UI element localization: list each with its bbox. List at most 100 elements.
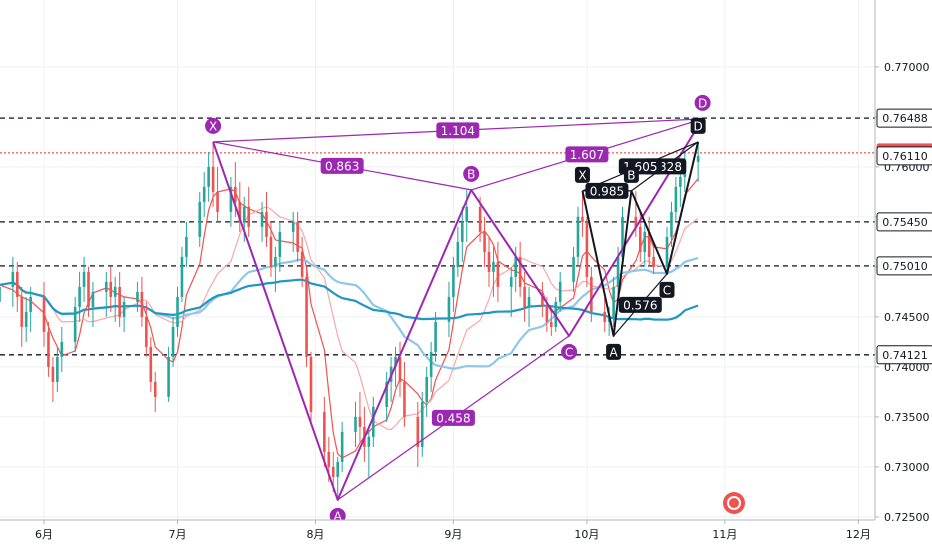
y-tick-label: 0.77000 [884,61,930,74]
candle-body [176,296,179,327]
harmonic-patterns: 0.8630.4581.6071.104XABCD0.9850.5761.328… [205,94,711,524]
price-level-lines [0,117,875,356]
candle-body [145,316,148,347]
candle-body [105,281,108,292]
pattern-small-ratio-0-985: 0.985 [585,182,629,199]
ratio-label-box [618,296,662,313]
candle-body [82,271,86,287]
point-marker [561,343,578,360]
pattern-small-ratio-0-576: 0.576 [618,296,662,313]
point-marker [690,117,706,134]
point-label: D [698,96,707,110]
candle-body [171,326,175,357]
price-tag-label: 0.74121 [882,349,928,362]
candle-body [242,206,246,222]
price-tag-label: 0.75010 [882,260,928,273]
x-tick-label: 6月 [35,528,53,541]
moving-average-lines [0,178,699,459]
price-level-tag: 0.75010 [876,256,932,276]
x-tick-label: 7月 [169,528,187,541]
point-label: C [565,345,573,359]
candle-body [358,416,362,427]
x-axis-background [0,520,932,550]
candle-body [247,206,250,227]
price-level-tag: 0.76488 [876,108,932,128]
candle-body [403,381,406,417]
candle-body [478,206,482,232]
ratio-label-box [320,157,364,174]
candle-body [309,356,313,412]
watermark-logo-icon [723,492,745,514]
point-marker [659,281,675,298]
ratio-label-text: 0.576 [623,298,657,312]
pattern-large-point-X: X [205,117,222,134]
price-tag-box [876,256,932,276]
candle-body [60,341,64,357]
candle-body [398,356,402,382]
decorations [723,492,745,514]
y-tick-label: 0.74500 [884,311,930,324]
logo-ring [727,496,741,510]
candle-body [234,186,237,202]
x-tick-label: 11月 [712,528,737,541]
point-marker [574,166,590,183]
pattern-large-point-B: B [463,165,480,182]
candle-body [492,261,495,272]
candle-body [336,461,339,477]
candle-body [149,346,153,382]
candle-body [639,226,642,252]
point-label: D [694,119,703,133]
candle-body [385,381,388,407]
candle-body [278,231,282,257]
candle-body [91,291,95,307]
candle-body [180,256,184,297]
moving-average-line [0,278,699,321]
candle-body [465,206,469,222]
candle-body [434,321,437,352]
candle-body [291,221,295,232]
point-label: X [578,168,586,182]
candle-body [229,186,233,212]
price-tag-box [876,212,932,232]
candle-body [603,311,606,322]
candle-body [87,271,90,307]
ratio-label-box [431,409,475,426]
y-tick-label: 0.73000 [884,461,930,474]
candle-body [367,436,371,447]
y-tick-label: 0.73500 [884,411,930,424]
candle-body [679,176,682,187]
candle-body [612,286,615,317]
candle-body [452,266,455,297]
candle-body [211,166,215,192]
point-label: B [467,167,475,181]
candle-body [331,466,335,477]
candle-body [16,271,19,297]
pattern-large-ratio-0-458: 0.458 [431,409,475,426]
ratio-label-text: 1.607 [570,148,604,162]
candle-body [20,296,24,327]
candle-body [113,286,117,297]
candle-body [518,256,522,287]
candle-body [78,286,81,307]
ratio-label-text: 0.985 [590,184,624,198]
candle-body [545,306,549,322]
candle-body [420,401,424,447]
candle-body [118,286,121,317]
candle-body [167,356,170,397]
candle-body [509,276,513,287]
price-level-tag: 0.76110 [876,146,932,166]
candle-body [372,406,375,437]
candle-body [585,221,589,277]
candle-body [483,231,486,252]
point-label: A [334,509,343,523]
candle-body [136,291,139,302]
candle-body [590,276,593,312]
candle-body [153,381,157,397]
candle-body [647,231,651,257]
candle-body [140,291,144,317]
candle-body [0,286,1,302]
price-tag-box [876,146,932,166]
candle-body [11,271,15,287]
